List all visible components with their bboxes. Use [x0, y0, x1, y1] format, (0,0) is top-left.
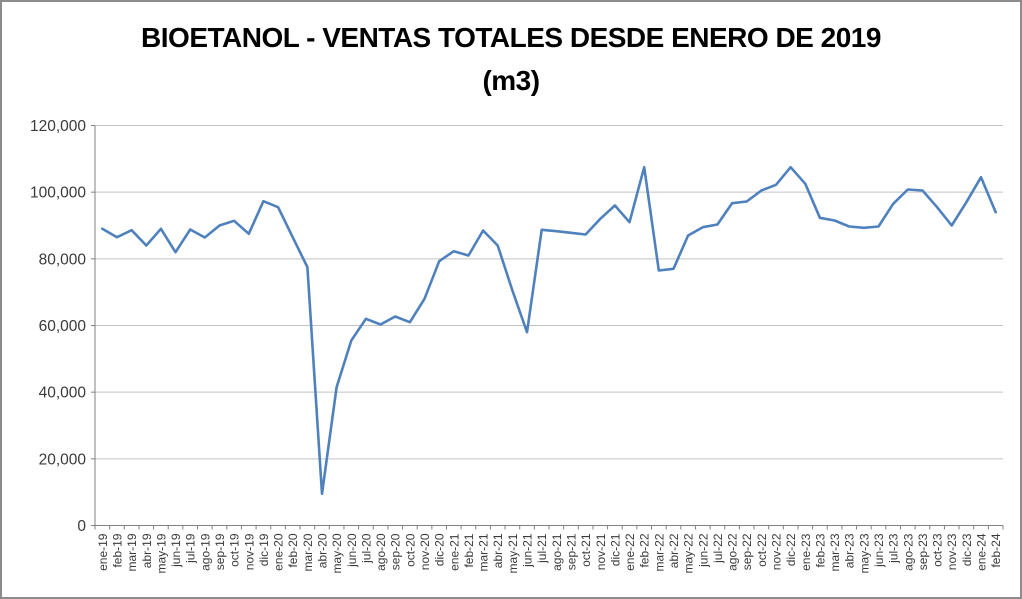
- x-axis-label: jun-19: [169, 533, 183, 568]
- y-axis-label: 20,000: [39, 451, 87, 468]
- x-axis-label: feb-19: [110, 533, 124, 567]
- data-series-line: [101, 165, 998, 496]
- x-axis-label: ago-23: [901, 533, 915, 571]
- x-axis-label: sep-19: [213, 533, 227, 570]
- x-axis-label: feb-20: [286, 533, 300, 567]
- x-axis-label: ago-20: [374, 533, 388, 571]
- chart-title: BIOETANOL - VENTAS TOTALES DESDE ENERO D…: [2, 16, 1020, 102]
- x-axis-label: ago-19: [198, 533, 212, 571]
- y-axis-label: 60,000: [39, 318, 87, 335]
- x-axis-label: ene-20: [272, 533, 286, 571]
- x-axis-label: nov-19: [242, 533, 256, 570]
- x-axis-label: may-23: [857, 533, 871, 573]
- x-axis-label: mar-21: [477, 533, 491, 571]
- x-axis-label: ene-21: [447, 533, 461, 571]
- x-axis-label: oct-23: [931, 533, 945, 567]
- x-axis-label: nov-20: [418, 533, 432, 570]
- x-axis-label: mar-22: [652, 533, 666, 571]
- x-axis-label: abr-19: [140, 533, 154, 568]
- x-axis-label: mar-23: [828, 533, 842, 571]
- x-axis-label: jul-22: [711, 533, 725, 564]
- x-axis-label: oct-19: [228, 533, 242, 567]
- x-axis-label: dic-23: [960, 533, 974, 566]
- x-axis-label: ene-19: [96, 533, 110, 571]
- x-axis-label: ene-23: [799, 533, 813, 571]
- x-axis-label: dic-21: [608, 533, 622, 566]
- x-axis-label: jun-21: [521, 533, 535, 568]
- x-axis-label: sep-23: [916, 533, 930, 570]
- x-axis-label: may-20: [330, 533, 344, 573]
- x-axis-label: dic-19: [257, 533, 271, 566]
- x-axis-label: dic-22: [784, 533, 798, 566]
- x-axis-label: sep-22: [740, 533, 754, 570]
- x-axis-label: sep-20: [389, 533, 403, 570]
- x-axis-label: feb-21: [462, 533, 476, 567]
- x-axis-label: jul-23: [887, 533, 901, 564]
- x-axis-label: may-22: [682, 533, 696, 573]
- y-axis-label: 100,000: [30, 185, 86, 202]
- x-axis-label: jul-20: [359, 533, 373, 564]
- x-axis-label: jul-21: [535, 533, 549, 564]
- x-axis-label: abr-20: [316, 533, 330, 568]
- x-axis-label: ago-22: [726, 533, 740, 571]
- y-axis-label: 80,000: [39, 251, 87, 268]
- x-axis-label: may-19: [154, 533, 168, 573]
- x-axis-label: jun-20: [345, 533, 359, 568]
- x-axis-label: oct-20: [403, 533, 417, 567]
- x-axis-label: ene-24: [975, 533, 989, 571]
- x-axis-label: mar-19: [125, 533, 139, 571]
- x-axis-label: oct-21: [579, 533, 593, 567]
- x-axis-label: abr-21: [491, 533, 505, 568]
- x-axis-label: jul-19: [184, 533, 198, 564]
- x-axis-label: mar-20: [301, 533, 315, 571]
- x-axis-label: abr-23: [843, 533, 857, 568]
- y-axis-label: 40,000: [39, 385, 87, 402]
- x-axis-label: abr-22: [667, 533, 681, 568]
- x-axis-label: feb-23: [813, 533, 827, 567]
- chart-title-text: BIOETANOL - VENTAS TOTALES DESDE ENERO D…: [141, 22, 881, 53]
- x-axis-label: dic-20: [433, 533, 447, 566]
- x-axis-label: may-21: [506, 533, 520, 573]
- x-axis-label: nov-22: [770, 533, 784, 570]
- x-axis-label: jun-22: [696, 533, 710, 568]
- x-axis-label: ene-22: [623, 533, 637, 571]
- x-axis-label: feb-24: [989, 533, 1003, 567]
- x-axis-label: jun-23: [872, 533, 886, 568]
- chart-subtitle-text: (m3): [482, 65, 540, 96]
- y-axis-label: 0: [77, 518, 86, 535]
- x-axis-label: ago-21: [550, 533, 564, 571]
- y-axis-label: 120,000: [30, 118, 86, 135]
- x-axis-label: feb-22: [638, 533, 652, 567]
- x-axis-label: nov-21: [594, 533, 608, 570]
- x-axis-label: oct-22: [755, 533, 769, 567]
- x-axis-label: sep-21: [564, 533, 578, 570]
- x-axis-label: nov-23: [945, 533, 959, 570]
